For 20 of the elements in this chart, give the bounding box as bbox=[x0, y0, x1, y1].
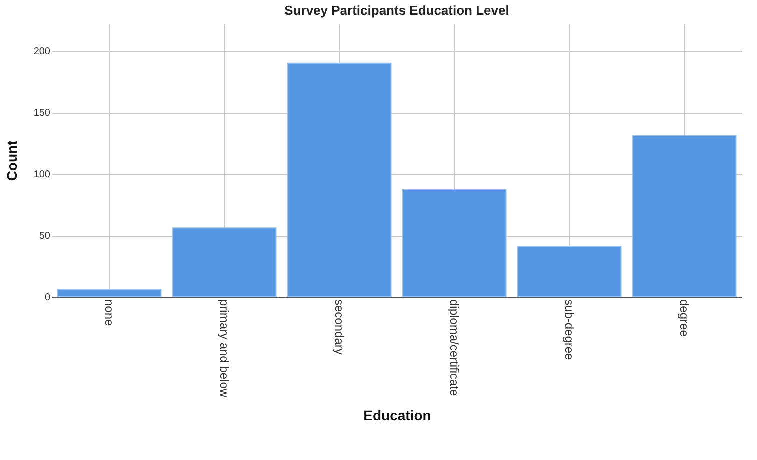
chart-title: Survey Participants Education Level bbox=[284, 3, 510, 18]
bar bbox=[57, 289, 162, 298]
x-tick-label: secondary bbox=[332, 300, 346, 355]
y-tick-label: 50 bbox=[39, 231, 51, 242]
bar bbox=[402, 190, 507, 298]
x-tick-label: diploma/certificate bbox=[448, 300, 462, 397]
x-tick-label: primary and below bbox=[218, 300, 232, 398]
x-tick-label: none bbox=[102, 300, 116, 327]
y-axis-title: Count bbox=[4, 140, 20, 182]
y-tick-label: 100 bbox=[34, 170, 51, 181]
bar bbox=[172, 228, 277, 298]
x-tick-label: sub-degree bbox=[562, 300, 576, 361]
bar bbox=[632, 135, 737, 298]
y-tick-label: 0 bbox=[44, 292, 51, 304]
x-axis-title: Education bbox=[364, 408, 432, 424]
x-tick-label: degree bbox=[678, 300, 692, 338]
bar bbox=[517, 246, 622, 298]
y-tick-label: 150 bbox=[34, 108, 51, 120]
y-tick-label: 200 bbox=[34, 46, 51, 58]
bar bbox=[287, 62, 392, 298]
